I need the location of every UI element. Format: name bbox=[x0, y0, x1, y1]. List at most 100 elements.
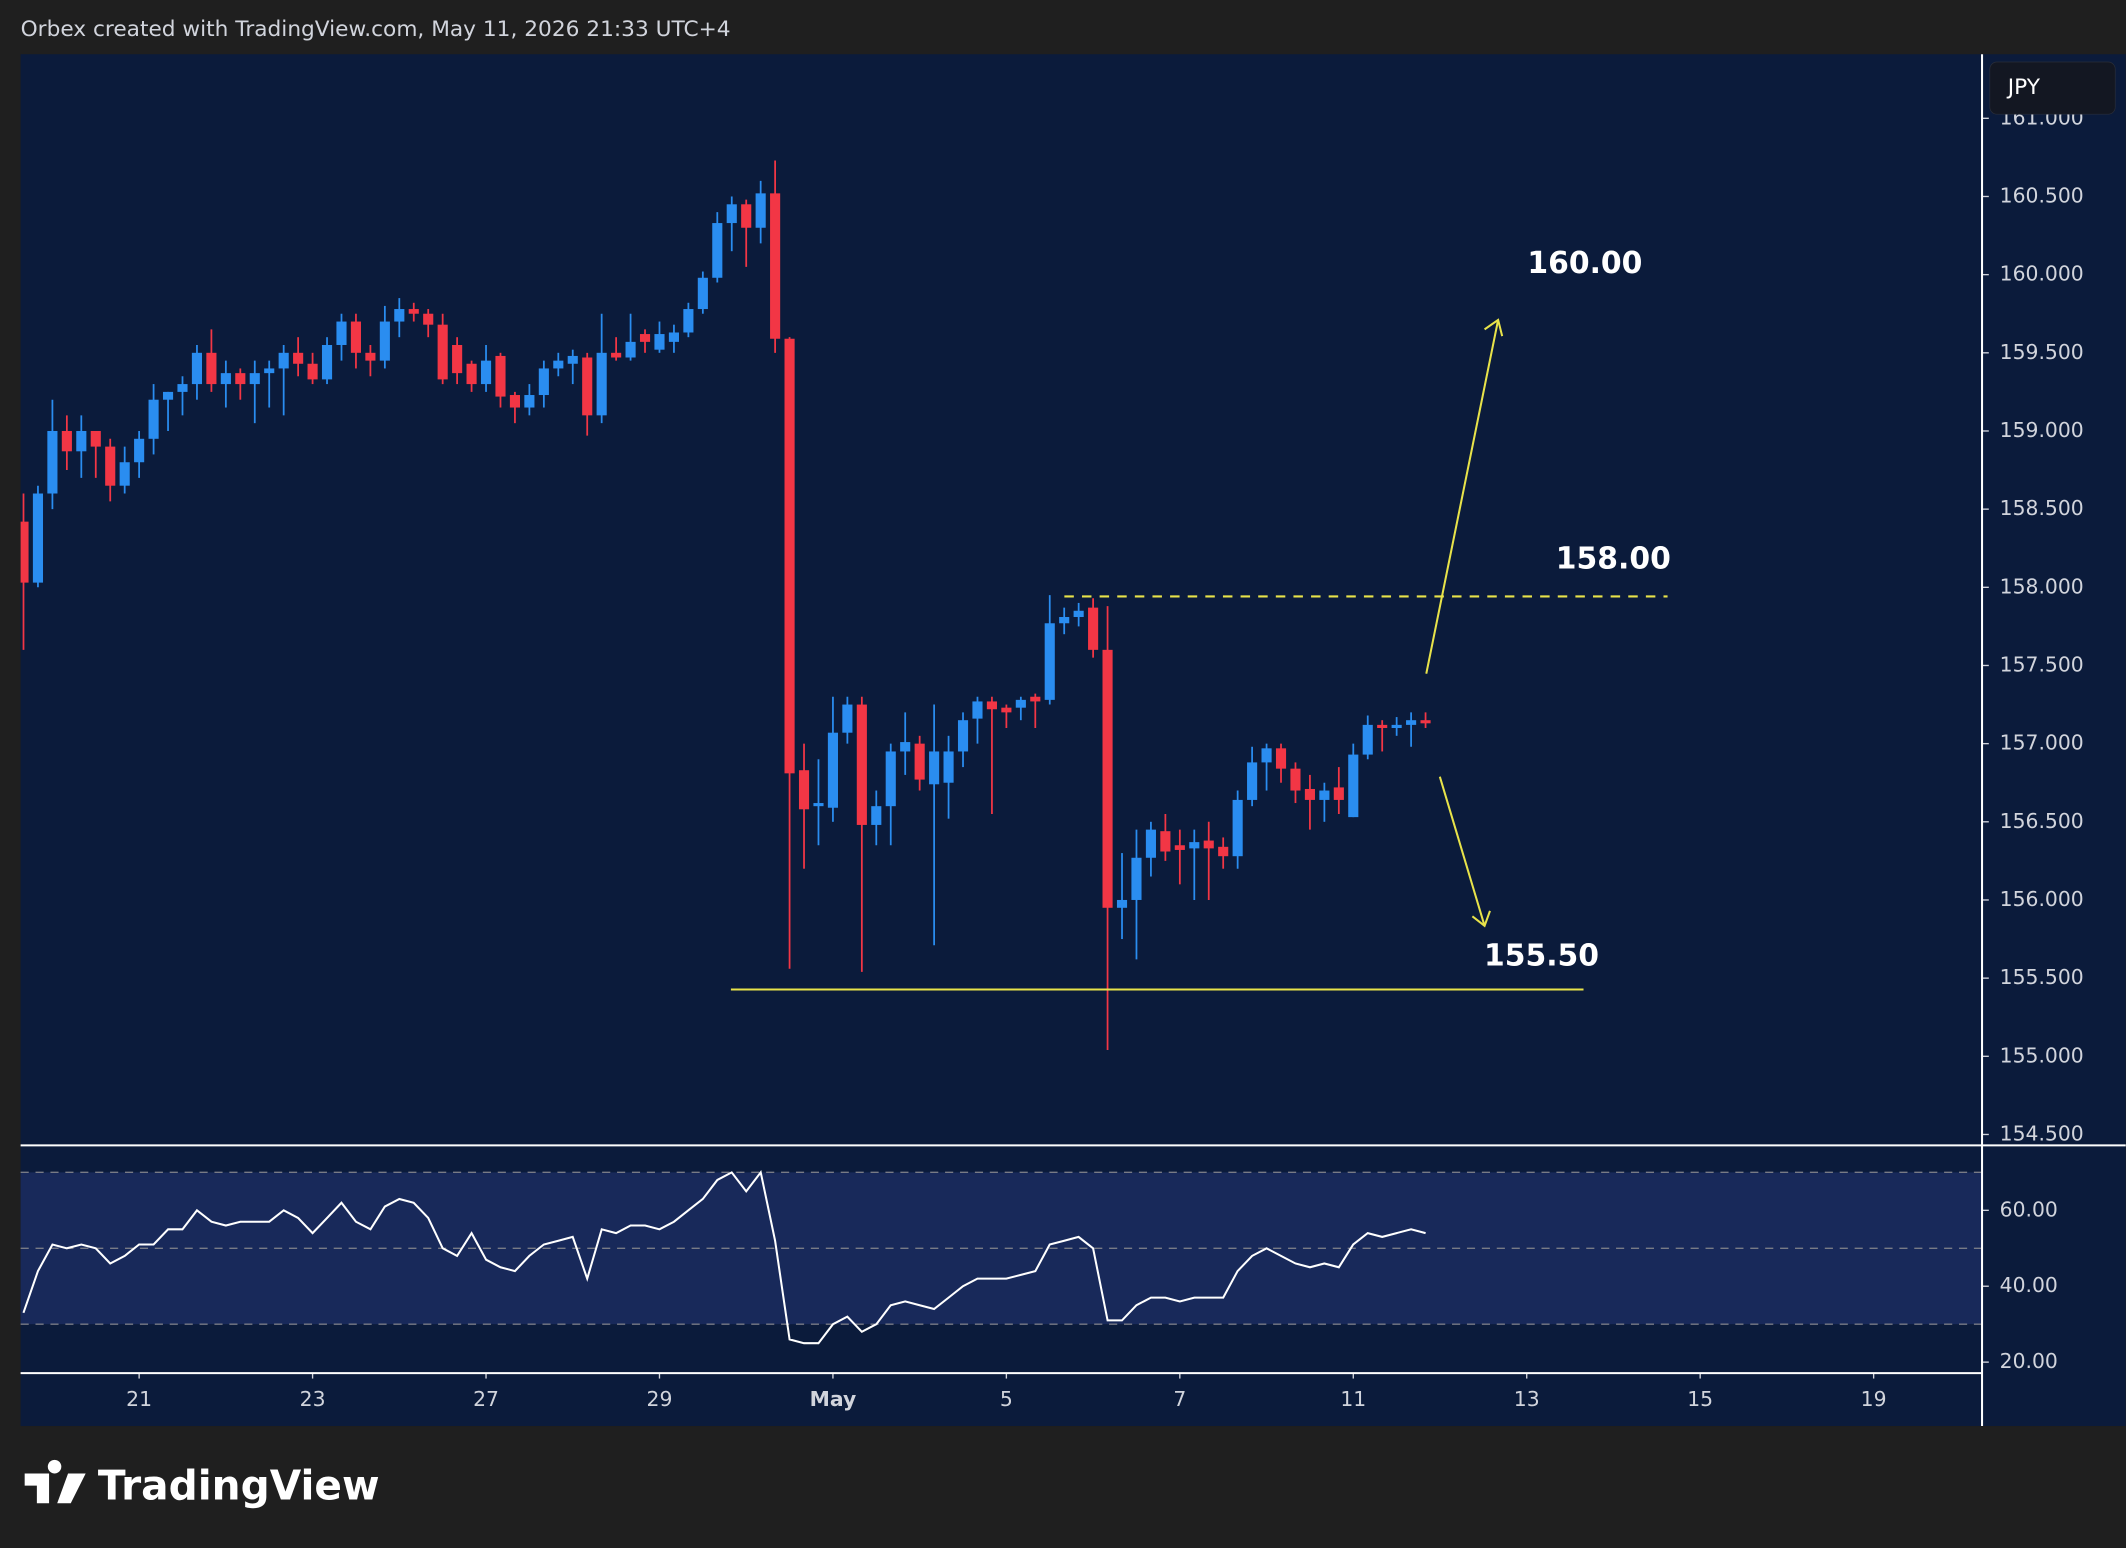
price-tick-label: 155.000 bbox=[2000, 1043, 2084, 1067]
x-tick-label: May bbox=[810, 1387, 857, 1411]
candle-body bbox=[871, 806, 882, 825]
candle-body bbox=[47, 430, 58, 494]
candle-body bbox=[1015, 699, 1026, 708]
arrow-up bbox=[1425, 319, 1500, 674]
candle-body bbox=[957, 720, 969, 752]
candle-body bbox=[770, 193, 781, 339]
candle-body bbox=[1116, 899, 1128, 908]
candle-body bbox=[321, 344, 333, 380]
logo: TradingView bbox=[24, 1459, 380, 1509]
support-label: 155.50 bbox=[1484, 938, 1599, 973]
candle-body bbox=[177, 384, 188, 392]
candle-body bbox=[1304, 788, 1315, 800]
rsi-line bbox=[22, 1170, 1426, 1345]
candle-body bbox=[1131, 857, 1142, 900]
candle-body bbox=[929, 751, 940, 785]
candle-body bbox=[1218, 846, 1229, 857]
arrow-down bbox=[1438, 776, 1486, 927]
candle-body bbox=[596, 352, 607, 416]
candle-body bbox=[625, 341, 636, 358]
price-tick-label: 160.000 bbox=[2000, 262, 2084, 286]
candle-body bbox=[365, 352, 376, 361]
candle-body bbox=[611, 352, 622, 358]
candle-body bbox=[191, 352, 203, 385]
price-tick-label: 160.500 bbox=[2000, 183, 2084, 207]
candle-body bbox=[1406, 720, 1417, 725]
candle-body bbox=[1420, 720, 1431, 724]
price-tick-label: 157.500 bbox=[2000, 652, 2084, 676]
candle-body bbox=[1333, 787, 1344, 800]
price-tick-label: 158.500 bbox=[2000, 496, 2084, 520]
candle-body bbox=[90, 430, 101, 447]
candle-body bbox=[1319, 790, 1330, 800]
x-tick-label: 15 bbox=[1687, 1387, 1713, 1411]
x-tick-label: 13 bbox=[1514, 1387, 1540, 1411]
candle-body bbox=[986, 701, 997, 710]
x-tick-label: 19 bbox=[1861, 1387, 1887, 1411]
candle-body bbox=[972, 701, 983, 719]
price-tick-label: 156.500 bbox=[2000, 809, 2084, 833]
candle-body bbox=[1059, 617, 1070, 624]
candle-body bbox=[668, 332, 679, 342]
rsi-tick-label: 60.00 bbox=[2000, 1197, 2058, 1221]
candle-body bbox=[162, 391, 174, 400]
candle-body bbox=[379, 321, 390, 361]
candle-body bbox=[813, 803, 824, 807]
candle-body bbox=[1030, 696, 1041, 702]
candle-body bbox=[1290, 768, 1301, 791]
header: Orbex created with TradingView.com, May … bbox=[21, 17, 731, 42]
candle-body bbox=[1044, 623, 1055, 700]
candle-body bbox=[437, 324, 448, 380]
candle-body bbox=[553, 360, 564, 369]
candle-body bbox=[206, 352, 217, 385]
candle-body bbox=[466, 363, 477, 385]
candle-body bbox=[134, 438, 145, 463]
candle-body bbox=[235, 373, 246, 385]
rsi-tick-label: 40.00 bbox=[2000, 1273, 2058, 1297]
candle-body bbox=[394, 309, 405, 322]
price-tick-label: 159.500 bbox=[2000, 340, 2084, 364]
rsi-tick-label: 20.00 bbox=[2000, 1349, 2058, 1373]
candle-body bbox=[885, 751, 896, 807]
candle-body bbox=[1088, 607, 1099, 650]
x-tick-label: 11 bbox=[1340, 1387, 1366, 1411]
candle-body bbox=[220, 373, 231, 385]
drawings bbox=[730, 318, 1668, 991]
candle-body bbox=[480, 360, 492, 385]
x-tick-label: 7 bbox=[1173, 1387, 1186, 1411]
candle-body bbox=[20, 521, 29, 583]
candle-body bbox=[264, 368, 275, 374]
candle-body bbox=[148, 399, 159, 439]
x-tick-label: 23 bbox=[300, 1387, 326, 1411]
candle-body bbox=[249, 373, 260, 385]
candle-body bbox=[1174, 845, 1185, 850]
x-tick-label: 29 bbox=[647, 1387, 673, 1411]
candle-body bbox=[293, 352, 304, 364]
candle-body bbox=[1189, 842, 1200, 849]
price-axis bbox=[1982, 54, 2126, 1427]
candle-body bbox=[1377, 724, 1388, 729]
candle-body bbox=[1232, 799, 1243, 857]
candle-body bbox=[1261, 748, 1272, 763]
candles bbox=[20, 160, 1431, 1051]
candle-body bbox=[900, 742, 911, 752]
candle-body bbox=[1001, 707, 1012, 713]
arrow-head bbox=[1483, 318, 1504, 337]
logo-mark bbox=[24, 1459, 86, 1504]
candle-body bbox=[1391, 724, 1402, 729]
candle-body bbox=[726, 204, 737, 224]
candle-body bbox=[336, 321, 347, 345]
candle-body bbox=[423, 313, 434, 325]
candle-body bbox=[119, 462, 130, 486]
target-label: 160.00 bbox=[1527, 246, 1642, 281]
price-tick-label: 158.000 bbox=[2000, 574, 2084, 598]
candle-body bbox=[755, 193, 766, 228]
candle-body bbox=[408, 309, 419, 314]
candle-body bbox=[1275, 748, 1287, 769]
candle-body bbox=[1073, 610, 1084, 618]
price-tick-label: 155.500 bbox=[2000, 965, 2084, 989]
candle-body bbox=[914, 743, 925, 780]
candle-body bbox=[741, 204, 752, 228]
rsi-pane bbox=[22, 1170, 1426, 1345]
